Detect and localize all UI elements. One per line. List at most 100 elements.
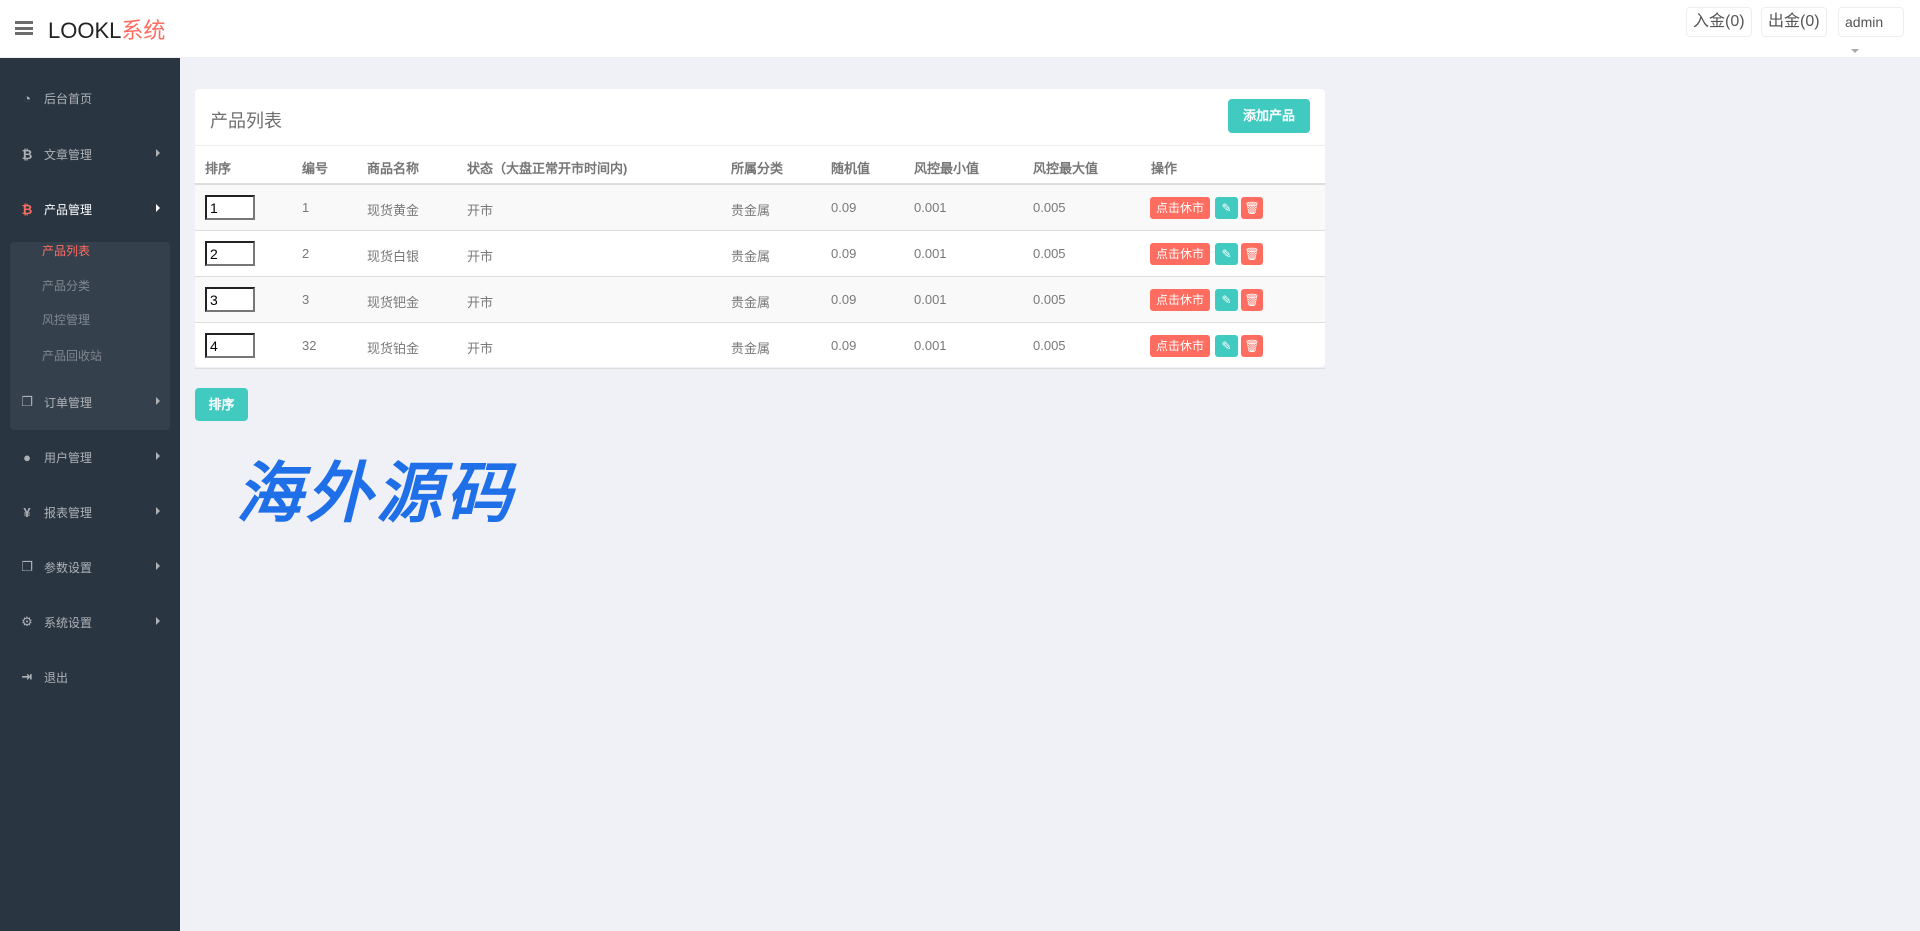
col-id: 编号 — [302, 161, 329, 176]
nav-label: 参数设置 — [44, 560, 93, 575]
product-category: 贵金属 — [731, 249, 771, 264]
nav-label: 产品管理 — [44, 202, 93, 217]
risk-max: 0.005 — [1033, 292, 1066, 307]
product-category: 贵金属 — [731, 295, 771, 310]
caret-right-icon — [156, 452, 160, 460]
product-name: 现货白银 — [367, 249, 420, 264]
delete-trash-icon[interactable]: 🗑 — [1241, 197, 1263, 219]
edit-pencil-icon[interactable]: ✎ — [1215, 335, 1238, 357]
table-row: 32 现货铂金 开市 贵金属 0.09 0.001 0.005 点击休市✎🗑 — [195, 323, 1325, 369]
risk-min: 0.001 — [914, 200, 947, 215]
delete-trash-icon[interactable]: 🗑 — [1241, 243, 1263, 265]
product-id: 3 — [302, 292, 310, 307]
logo: LOOKL系统 — [48, 13, 165, 45]
sort-button[interactable]: 排序 — [195, 388, 248, 421]
risk-min: 0.001 — [914, 292, 947, 307]
deposit-button[interactable]: 入金(0) — [1686, 7, 1752, 37]
caret-right-icon — [156, 617, 160, 625]
copy-icon: ❐ — [21, 394, 33, 409]
sidebar-item-orders[interactable]: ❐ 订单管理 — [0, 382, 180, 422]
product-status: 开市 — [467, 203, 494, 218]
sidebar-item-dashboard[interactable]: ◔ 后台首页 — [0, 78, 180, 118]
random-value: 0.09 — [831, 338, 857, 353]
menu-toggle-icon[interactable] — [15, 21, 33, 35]
copy-icon: ❐ — [21, 559, 33, 574]
subitem-product-list[interactable]: 产品列表 — [42, 244, 91, 258]
subitem-product-category[interactable]: 产品分类 — [42, 279, 91, 293]
top-bar: LOOKL系统 入金(0) 出金(0) admin — [0, 0, 1920, 58]
nav-label: 文章管理 — [44, 147, 93, 162]
caret-right-icon — [156, 397, 160, 405]
product-id: 2 — [302, 246, 310, 261]
edit-pencil-icon[interactable]: ✎ — [1215, 243, 1238, 265]
edit-pencil-icon[interactable]: ✎ — [1215, 289, 1238, 311]
risk-min: 0.001 — [914, 338, 947, 353]
nav-label: 系统设置 — [44, 615, 93, 630]
yen-icon: ¥ — [23, 504, 31, 520]
random-value: 0.09 — [831, 200, 857, 215]
product-name: 现货钯金 — [367, 295, 420, 310]
subitem-product-recycle[interactable]: 产品回收站 — [42, 349, 103, 363]
sidebar-item-reports[interactable]: ¥ 报表管理 — [0, 492, 180, 532]
col-status: 状态（大盘正常开市时间内) — [467, 161, 628, 176]
submenu-group — [10, 242, 170, 430]
delete-trash-icon[interactable]: 🗑 — [1241, 335, 1263, 357]
sidebar-item-users[interactable]: ● 用户管理 — [0, 437, 180, 477]
add-product-button[interactable]: 添加产品 — [1228, 99, 1310, 133]
nav-label: 订单管理 — [44, 395, 93, 410]
sort-order-input[interactable] — [205, 241, 255, 266]
random-value: 0.09 — [831, 246, 857, 261]
delete-trash-icon[interactable]: 🗑 — [1241, 289, 1263, 311]
col-category: 所属分类 — [731, 161, 784, 176]
product-status: 开市 — [467, 341, 494, 356]
col-sort: 排序 — [205, 161, 232, 176]
close-market-button[interactable]: 点击休市 — [1150, 289, 1210, 311]
product-list-panel: 产品列表 添加产品 排序 编号 商品名称 状态（大盘正常开市时间内) 所属分类 … — [195, 89, 1325, 369]
sort-order-input[interactable] — [205, 333, 255, 358]
sign-out-icon: ⇥ — [21, 669, 33, 684]
sidebar-item-system[interactable]: ⚙ 系统设置 — [0, 602, 180, 642]
product-status: 开市 — [467, 249, 494, 264]
product-id: 1 — [302, 200, 310, 215]
sort-order-input[interactable] — [205, 287, 255, 312]
col-actions: 操作 — [1151, 161, 1178, 176]
sort-order-input[interactable] — [205, 195, 255, 220]
random-value: 0.09 — [831, 292, 857, 307]
table-row: 1 现货黄金 开市 贵金属 0.09 0.001 0.005 点击休市✎🗑 — [195, 185, 1325, 231]
sidebar-item-articles[interactable]: ₿ 文章管理 — [0, 134, 180, 174]
close-market-button[interactable]: 点击休市 — [1150, 335, 1210, 357]
caret-right-icon — [156, 204, 160, 212]
col-risk-min: 风控最小值 — [914, 161, 980, 176]
watermark: 海外源码 — [236, 454, 516, 532]
sidebar-item-params[interactable]: ❐ 参数设置 — [0, 547, 180, 587]
logo-text: LOOKL — [48, 18, 122, 43]
caret-right-icon — [156, 149, 160, 157]
nav-label: 退出 — [44, 670, 69, 685]
caret-down-icon — [1851, 49, 1859, 54]
sidebar-item-products[interactable]: ₿ 产品管理 — [0, 189, 180, 229]
product-id: 32 — [302, 338, 317, 353]
bitcoin-icon: ₿ — [21, 201, 33, 217]
sidebar-item-logout[interactable]: ⇥ 退出 — [0, 657, 180, 697]
table-row: 2 现货白银 开市 贵金属 0.09 0.001 0.005 点击休市✎🗑 — [195, 231, 1325, 277]
col-risk-max: 风控最大值 — [1033, 161, 1099, 176]
product-name: 现货黄金 — [367, 203, 420, 218]
withdraw-button[interactable]: 出金(0) — [1761, 7, 1827, 37]
close-market-button[interactable]: 点击休市 — [1150, 197, 1210, 219]
username: admin — [1845, 14, 1884, 30]
subitem-risk-control[interactable]: 风控管理 — [42, 313, 91, 327]
gears-icon: ⚙ — [21, 614, 33, 629]
table-row: 3 现货钯金 开市 贵金属 0.09 0.001 0.005 点击休市✎🗑 — [195, 277, 1325, 323]
col-name: 商品名称 — [367, 161, 420, 176]
dashboard-icon: ◔ — [23, 90, 31, 106]
edit-pencil-icon[interactable]: ✎ — [1215, 197, 1238, 219]
caret-right-icon — [156, 562, 160, 570]
product-category: 贵金属 — [731, 203, 771, 218]
user-menu[interactable]: admin — [1838, 7, 1904, 54]
product-category: 贵金属 — [731, 341, 771, 356]
close-market-button[interactable]: 点击休市 — [1150, 243, 1210, 265]
risk-min: 0.001 — [914, 246, 947, 261]
user-icon: ● — [23, 449, 31, 465]
risk-max: 0.005 — [1033, 246, 1066, 261]
sidebar: ◔ 后台首页 ₿ 文章管理 ₿ 产品管理 产品列表 产品分类 风控管理 产品回收站 ❐… — [0, 58, 180, 931]
